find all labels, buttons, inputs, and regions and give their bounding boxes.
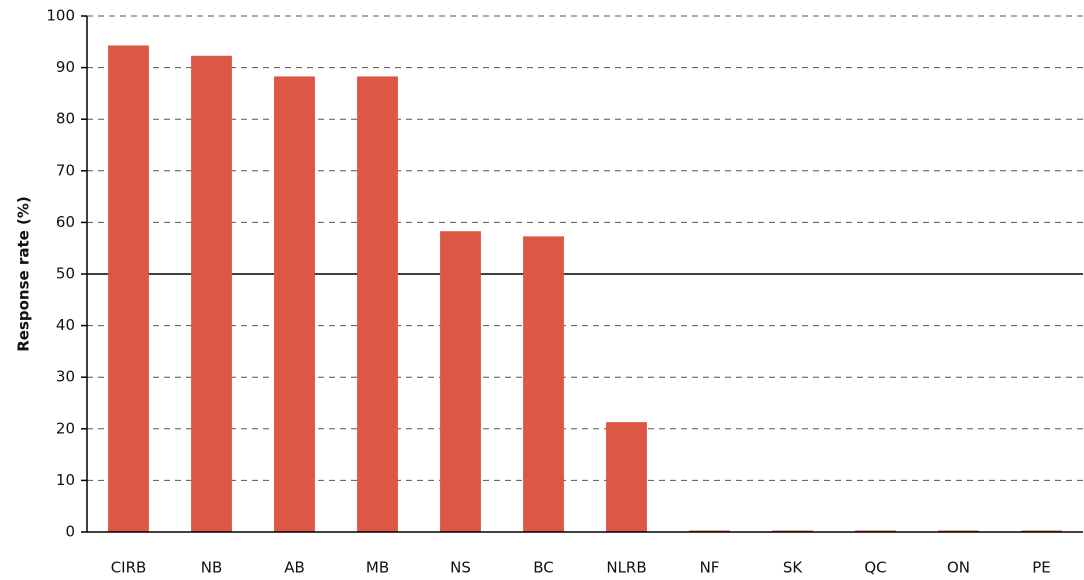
x-tick-label: PE	[1032, 559, 1051, 577]
y-tick-label: 80	[56, 110, 75, 128]
y-tick-label: 20	[56, 419, 75, 437]
x-tick-label: BC	[533, 559, 554, 577]
bar	[191, 55, 232, 533]
bar	[606, 422, 647, 533]
y-axis-label: Response rate (%)	[15, 196, 33, 352]
x-tick-label: CIRB	[111, 559, 147, 577]
x-tick-label: NB	[201, 559, 223, 577]
x-tick-label: NF	[700, 559, 720, 577]
y-tick-label: 40	[56, 316, 75, 334]
y-tick-label: 100	[46, 7, 75, 25]
y-tick-label: 60	[56, 213, 75, 231]
x-tick-label: MB	[366, 559, 389, 577]
bar	[108, 45, 149, 533]
bar	[440, 231, 481, 533]
x-tick-label: NS	[450, 559, 471, 577]
bar	[274, 76, 315, 533]
x-tick-label: QC	[864, 559, 886, 577]
y-tick-label: 10	[56, 471, 75, 489]
y-tick-label: 30	[56, 368, 75, 386]
y-tick-label: 0	[65, 523, 75, 541]
x-tick-label: ON	[947, 559, 970, 577]
y-tick-label: 50	[56, 265, 75, 283]
x-tick-label: NLRB	[606, 559, 646, 577]
y-tick-label: 90	[56, 58, 75, 76]
x-tick-label: AB	[284, 559, 305, 577]
x-tick-label: SK	[783, 559, 804, 577]
bar	[357, 76, 398, 533]
bar	[523, 236, 564, 533]
y-tick-label: 70	[56, 161, 75, 179]
